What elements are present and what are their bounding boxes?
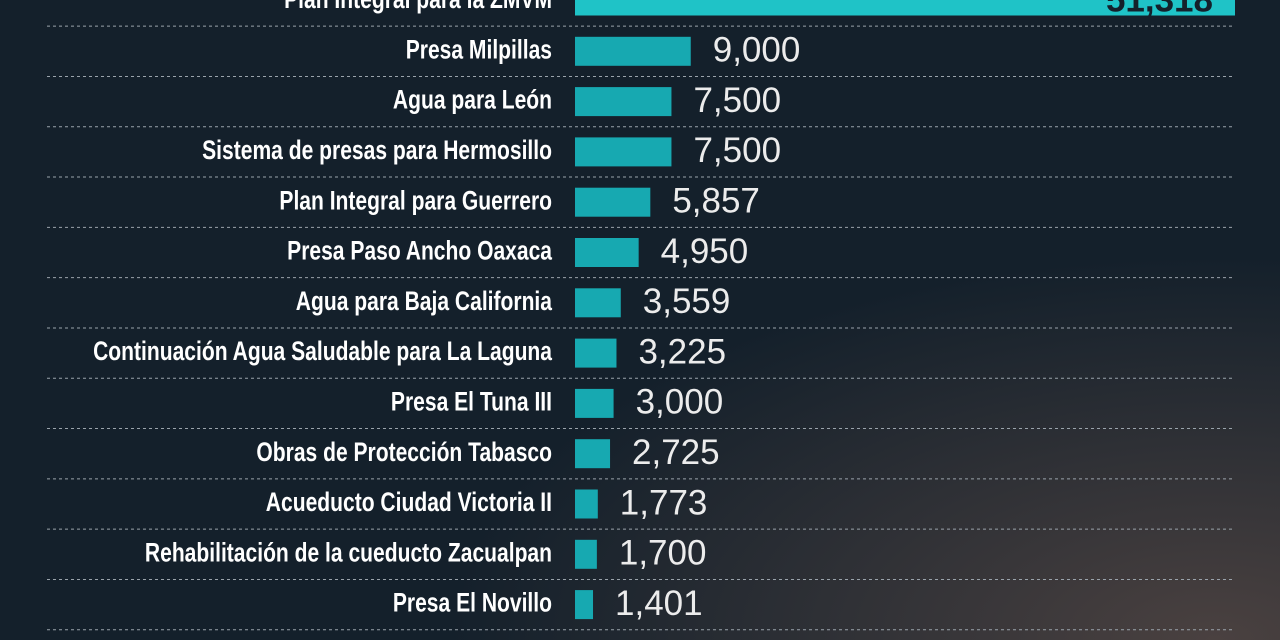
category-label: Continuación Agua Saludable para La Lagu… (93, 337, 552, 367)
value-label: 7,500 (693, 81, 781, 120)
bar (575, 338, 617, 368)
value-label: 1,700 (619, 534, 707, 573)
bar (575, 187, 651, 217)
value-label: 3,559 (643, 282, 731, 321)
bar (575, 87, 672, 117)
value-label: 5,857 (672, 181, 760, 220)
bar (575, 388, 614, 418)
bar (575, 137, 672, 167)
bar (575, 539, 597, 569)
category-label: Presa El Tuna III (391, 387, 552, 417)
bar (575, 439, 611, 469)
value-label: 1,773 (620, 483, 708, 522)
category-label: Presa Paso Ancho Oaxaca (287, 236, 552, 266)
bar (575, 288, 621, 318)
bar (575, 0, 1235, 16)
category-label: Presa Milpillas (406, 35, 552, 65)
category-label: Agua para León (393, 85, 552, 115)
bar (575, 36, 691, 66)
category-label: Presa El Novillo (393, 588, 552, 618)
category-label: Rehabilitación de la cueducto Zacualpan (145, 538, 552, 568)
value-label: 2,725 (632, 433, 720, 472)
value-label: 9,000 (713, 31, 801, 70)
category-label: Acueducto Ciudad Victoria II (266, 488, 552, 518)
bar (575, 238, 639, 267)
value-label: 51,318 (1106, 0, 1213, 19)
value-label: 1,401 (615, 584, 703, 623)
category-label: Obras de Protección Tabasco (256, 437, 552, 467)
value-label: 3,225 (638, 332, 726, 371)
value-label: 4,950 (661, 232, 749, 271)
category-label: Agua para Baja California (296, 287, 553, 317)
bar (575, 489, 598, 519)
category-label: Plan Integral para la ZMVM (284, 0, 552, 15)
category-label: Sistema de presas para Hermosillo (202, 136, 552, 166)
value-label: 7,500 (693, 131, 781, 170)
category-label: Plan Integral para Guerrero (279, 186, 552, 216)
value-label: 3,000 (636, 383, 724, 422)
bar (575, 590, 594, 620)
